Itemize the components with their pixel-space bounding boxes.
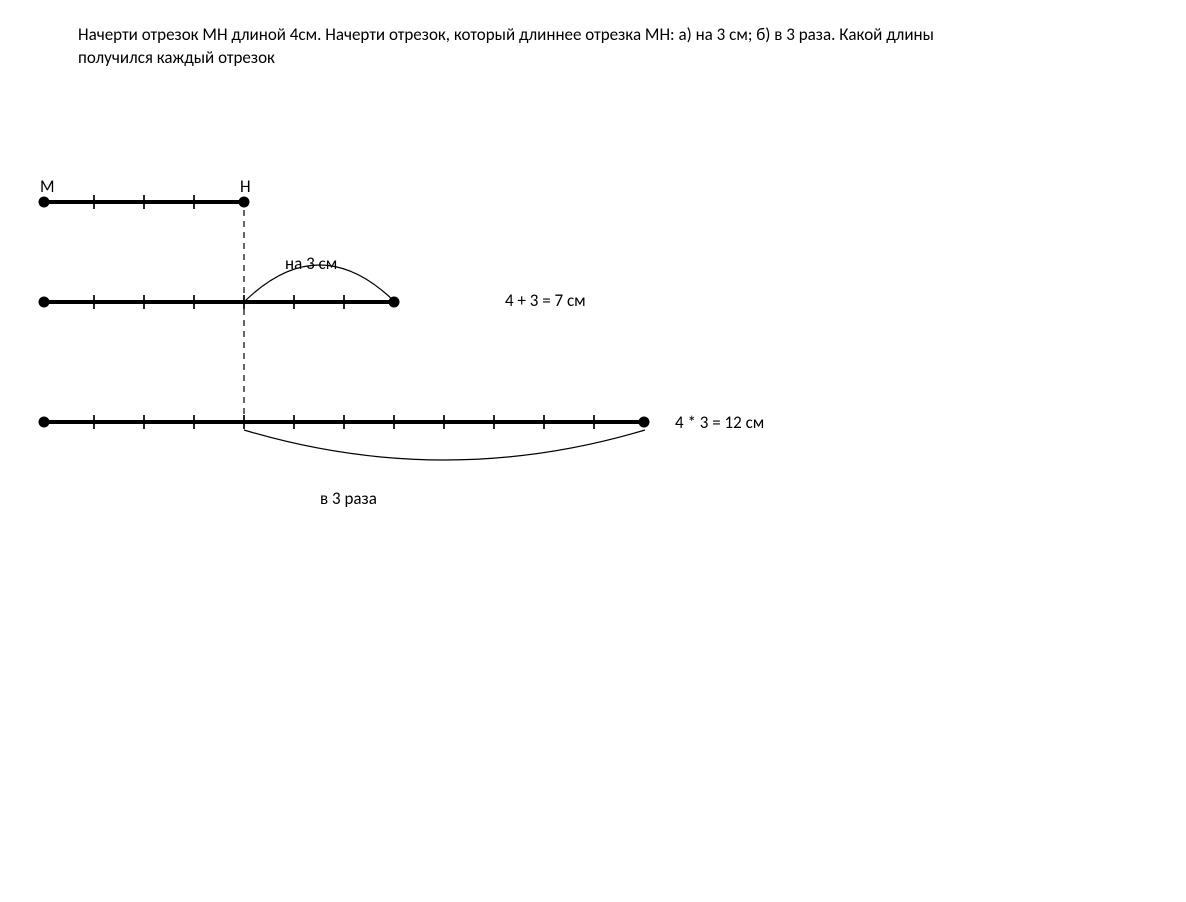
segment-MH-end-point — [239, 197, 250, 208]
segment-b-start-point — [39, 417, 50, 428]
segment-MH-start-point — [39, 197, 50, 208]
brace-plus-3cm — [244, 265, 395, 302]
segment-b-end-point — [639, 417, 650, 428]
brace-times-3 — [244, 430, 645, 460]
segment-a-start-point — [39, 297, 50, 308]
page-root: Начерти отрезок МН длиной 4см. Начерти о… — [0, 0, 1186, 902]
diagram-svg — [0, 0, 1186, 902]
